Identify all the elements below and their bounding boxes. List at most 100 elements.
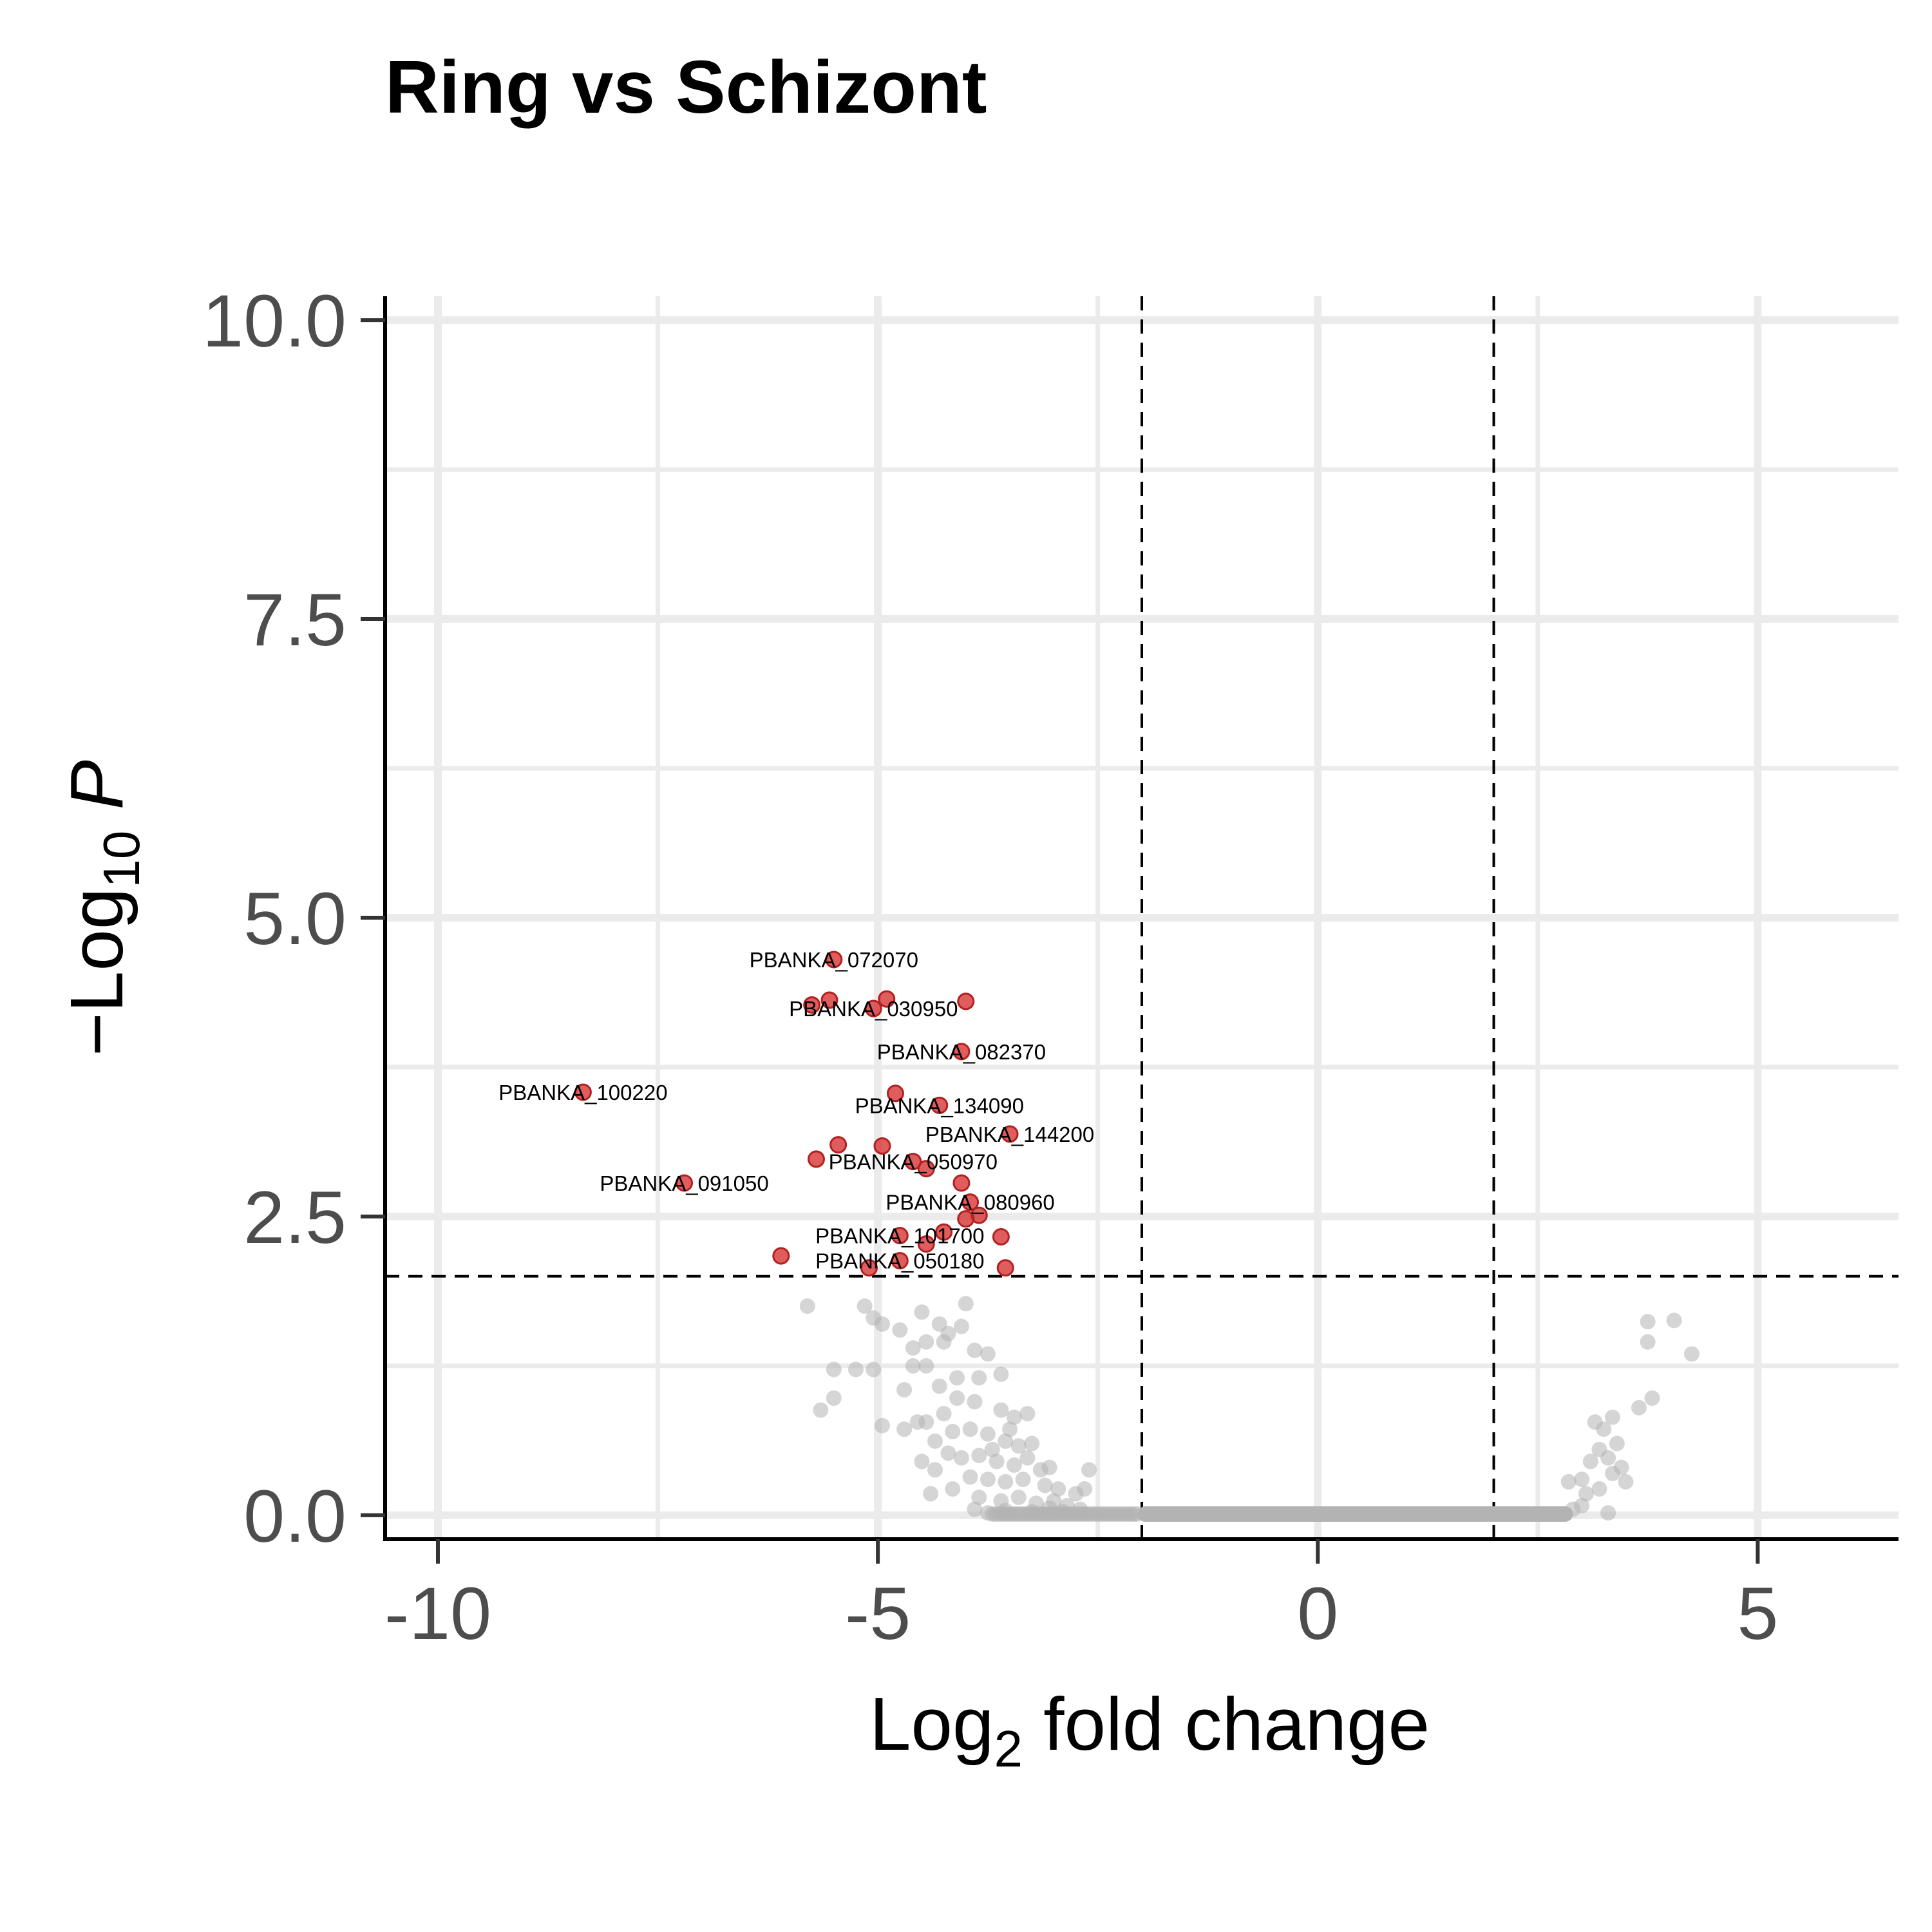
nonsignificant-point [1077, 1481, 1093, 1497]
nonsignificant-point [874, 1417, 890, 1434]
nonsignificant-point [980, 1426, 996, 1442]
gene-label: PBANKA_101700 [815, 1224, 984, 1248]
nonsignificant-point [1006, 1457, 1022, 1473]
nonsignificant-point [905, 1340, 921, 1356]
nonsignificant-point [953, 1450, 969, 1466]
nonsignificant-point [971, 1448, 987, 1464]
significant-point [952, 1174, 971, 1192]
x-tick-label: 0 [1297, 1573, 1338, 1655]
significant-point [878, 990, 896, 1008]
significant-point [860, 1259, 878, 1277]
x-tick-label: -5 [845, 1573, 911, 1655]
nonsignificant-point [866, 1310, 882, 1326]
nonsignificant-point [1010, 1438, 1027, 1454]
nonsignificant-point [1072, 1501, 1088, 1517]
nonsignificant-point [958, 1296, 974, 1312]
nonsignificant-point [949, 1370, 965, 1386]
y-axis-title: −Log10 P [55, 760, 150, 1056]
significant-point [917, 1160, 935, 1178]
nonsignificant-point [1041, 1500, 1057, 1516]
significant-point [676, 1174, 694, 1192]
significant-point [931, 1096, 949, 1114]
gene-label: PBANKA_072070 [750, 948, 918, 972]
significant-point [992, 1227, 1010, 1245]
nonsignificant-point [813, 1402, 829, 1418]
significant-point [772, 1247, 790, 1265]
significant-point [864, 999, 882, 1018]
nonsignificant-point [1560, 1473, 1577, 1490]
nonsignificant-point [971, 1370, 987, 1386]
y-tick-label: 0.0 [243, 1475, 346, 1558]
gene-label: PBANKA_091050 [600, 1171, 768, 1195]
nonsignificant-point [896, 1382, 913, 1398]
nonsignificant-point [1604, 1409, 1620, 1425]
nonsignificant-point [1631, 1399, 1647, 1416]
nonsignificant-point [918, 1414, 934, 1430]
gene-label: PBANKA_050970 [829, 1150, 998, 1174]
nonsignificant-point [1600, 1505, 1616, 1521]
nonsignificant-point [799, 1298, 815, 1314]
nonsignificant-point [923, 1486, 939, 1502]
nonsignificant-point [1041, 1459, 1057, 1475]
significant-point [891, 1252, 909, 1270]
threshold-lines [385, 296, 1899, 1539]
nonsignificant-point [998, 1473, 1014, 1490]
x-axis-title: Log2 fold change [869, 1682, 1430, 1777]
nonsignificant-points [799, 1296, 1700, 1522]
nonsignificant-point [1006, 1409, 1022, 1425]
nonsignificant-point [989, 1454, 1005, 1470]
nonsignificant-point [936, 1334, 952, 1350]
x-tick-label: 5 [1737, 1573, 1778, 1655]
nonsignificant-point [1002, 1421, 1018, 1437]
y-axis-title-subscript: 10 [93, 831, 150, 888]
gene-label: PBANKA_144200 [925, 1122, 1094, 1146]
nonsignificant-point [892, 1322, 908, 1338]
nonsignificant-point [962, 1469, 978, 1485]
significant-points [574, 951, 1019, 1277]
nonsignificant-point [1600, 1450, 1616, 1466]
significant-point [886, 1084, 904, 1103]
nonsignificant-point [945, 1423, 961, 1439]
gene-labels: PBANKA_072070 PBANKA_030950 PBANKA_082370 P… [498, 948, 1094, 1273]
nonsignificant-point [1019, 1450, 1036, 1466]
nonsignificant-point [1010, 1490, 1027, 1506]
nonsignificant-point [980, 1346, 996, 1362]
nonsignificant-point [1613, 1459, 1629, 1475]
significant-point [961, 1193, 980, 1211]
nonsignificant-point [945, 1481, 961, 1497]
nonsignificant-point [984, 1441, 1000, 1457]
significant-point [829, 1136, 848, 1154]
nonsignificant-point [826, 1390, 842, 1406]
nonsignificant-point [1024, 1435, 1040, 1452]
nonsignificant-point [1587, 1414, 1603, 1430]
nonsignificant-point [993, 1366, 1009, 1382]
y-tick-label: 5.0 [243, 878, 346, 960]
gene-label: PBANKA_134090 [855, 1094, 1024, 1117]
y-tick-label: 7.5 [243, 579, 346, 661]
significant-point [873, 1137, 891, 1155]
significant-point [917, 1235, 935, 1253]
nonsignificant-point-band [1137, 1506, 1573, 1522]
nonsignificant-point [998, 1433, 1014, 1449]
nonsignificant-point [1055, 1504, 1071, 1520]
nonsignificant-point [1582, 1454, 1598, 1470]
nonsignificant-point [857, 1298, 873, 1314]
nonsignificant-point [1609, 1435, 1625, 1452]
nonsignificant-point [980, 1505, 996, 1521]
nonsignificant-point [1578, 1486, 1594, 1502]
nonsignificant-point [866, 1361, 882, 1378]
nonsignificant-point [1640, 1334, 1656, 1350]
nonsignificant-point [1050, 1481, 1066, 1497]
nonsignificant-point [967, 1394, 983, 1410]
nonsignificant-point [1574, 1472, 1590, 1488]
x-axis-title-rest: fold change [1023, 1682, 1430, 1766]
nonsignificant-point [1666, 1312, 1682, 1329]
nonsignificant-point [980, 1472, 996, 1488]
nonsignificant-point [998, 1502, 1014, 1519]
nonsignificant-point [1081, 1462, 1097, 1478]
nonsignificant-point [1019, 1406, 1036, 1422]
nonsignificant-point [949, 1390, 965, 1406]
significant-point [807, 1150, 825, 1168]
nonsignificant-point [1640, 1314, 1656, 1330]
